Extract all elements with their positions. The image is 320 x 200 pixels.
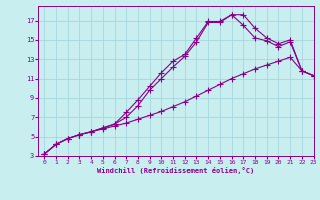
X-axis label: Windchill (Refroidissement éolien,°C): Windchill (Refroidissement éolien,°C) xyxy=(97,167,255,174)
